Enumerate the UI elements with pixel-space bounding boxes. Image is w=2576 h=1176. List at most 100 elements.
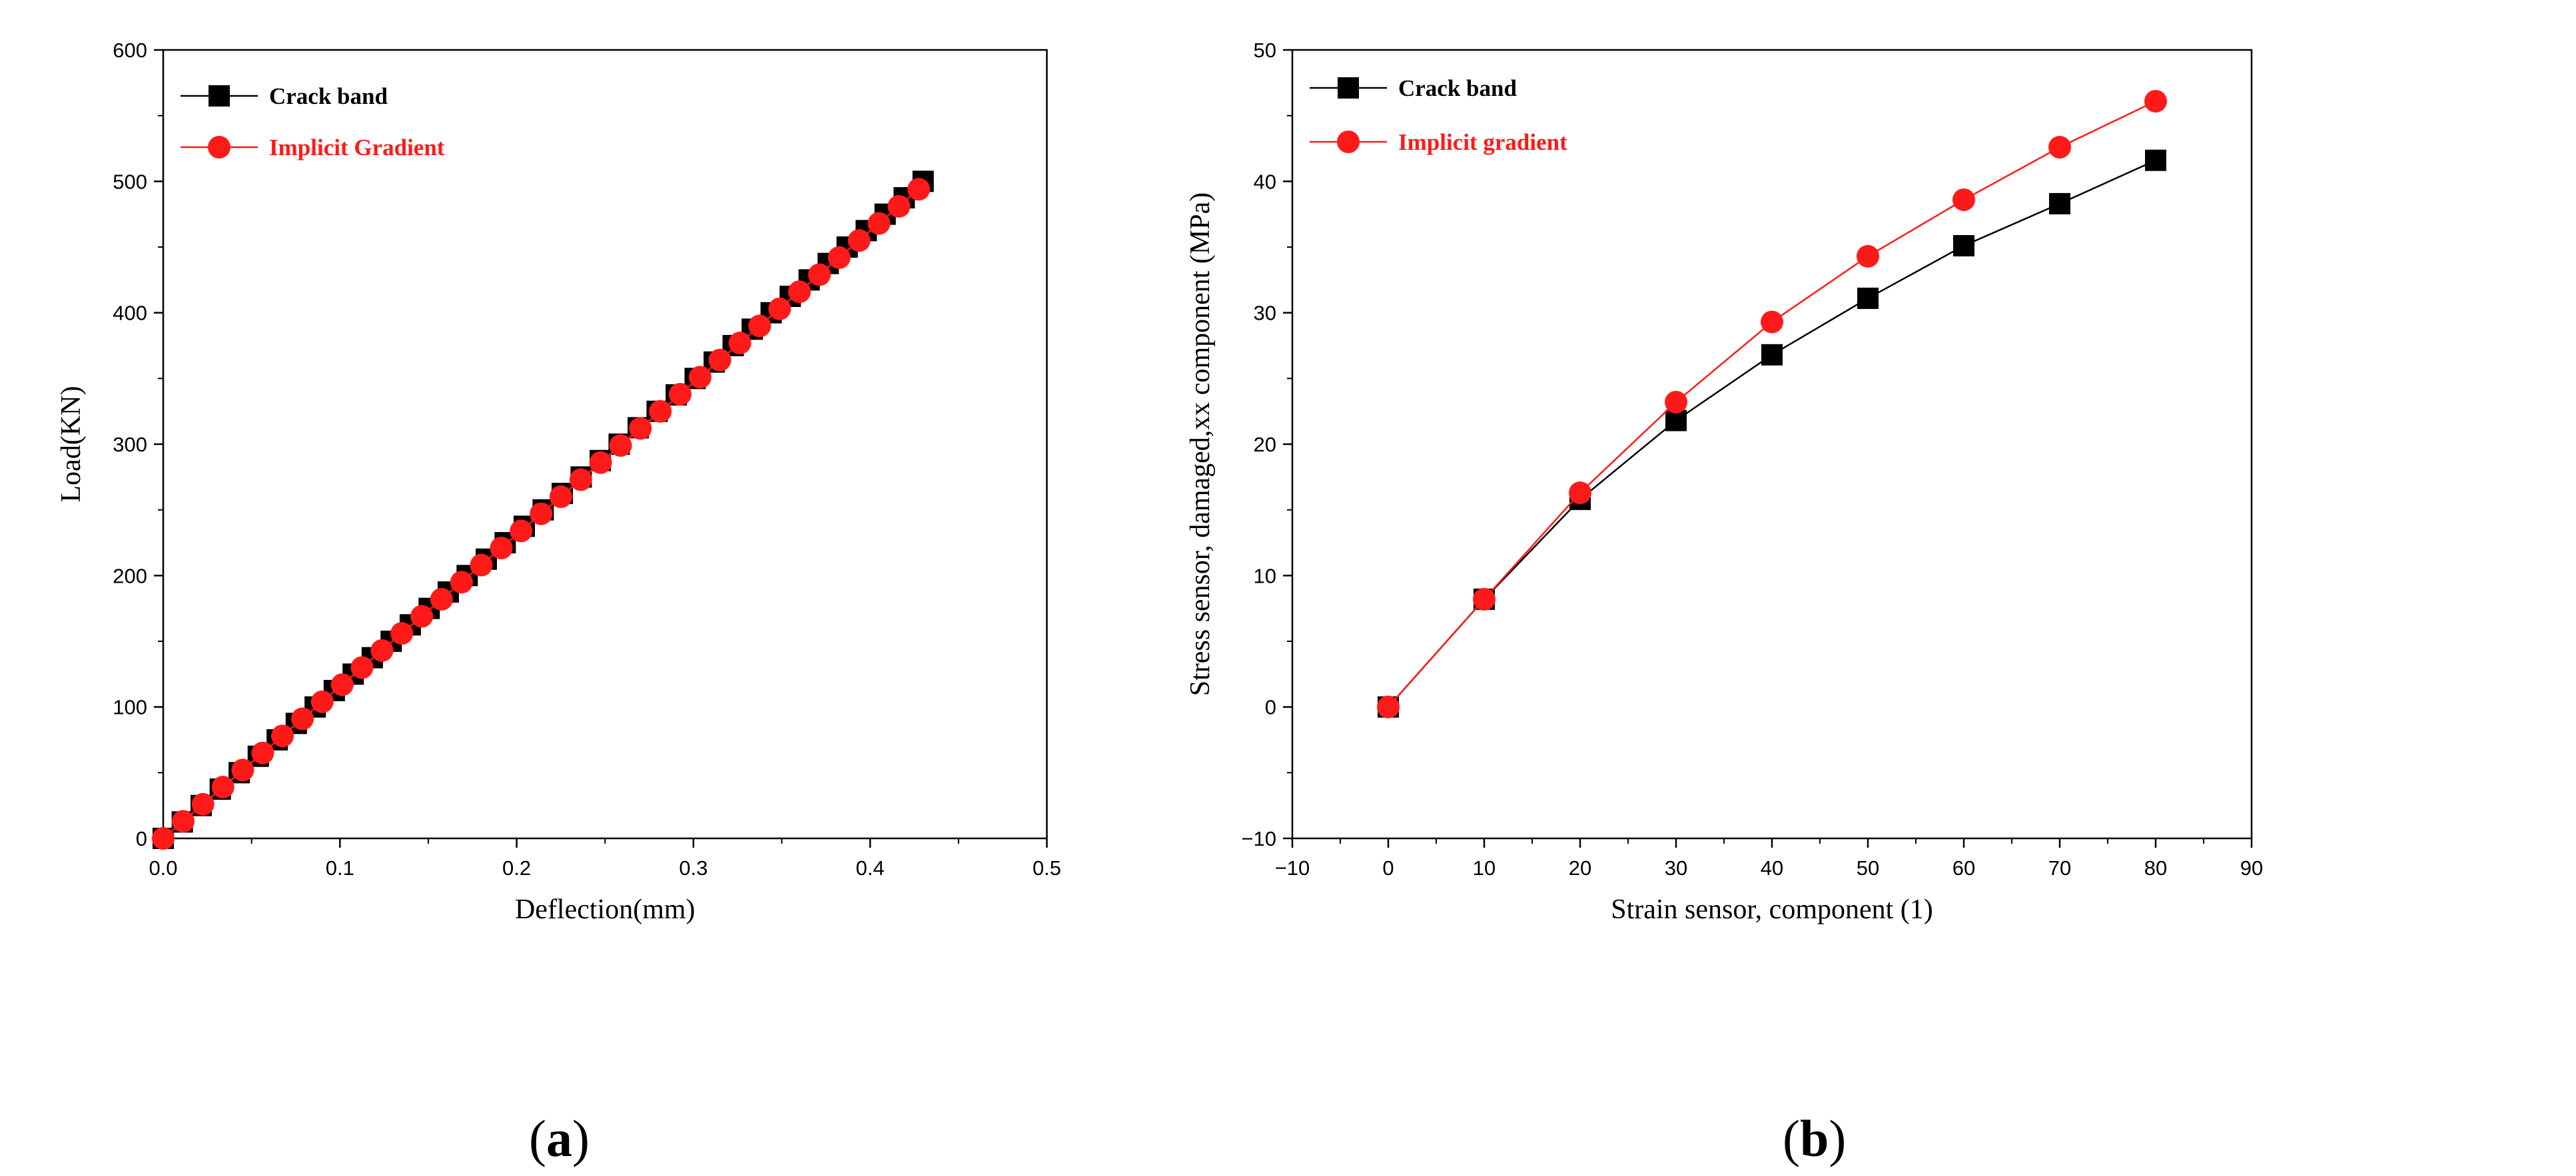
data-point-a-1 bbox=[450, 571, 473, 594]
data-point-a-1 bbox=[609, 434, 632, 457]
x-tick-label-b: −10 bbox=[1275, 856, 1310, 880]
data-point-a-1 bbox=[589, 451, 612, 474]
chart-b-frame bbox=[1291, 49, 2253, 840]
data-point-a-1 bbox=[569, 468, 592, 491]
data-point-a-1 bbox=[768, 297, 791, 320]
data-point-a-1 bbox=[310, 690, 334, 713]
data-point-a-1 bbox=[390, 622, 414, 645]
legend-label-a-0: Crack band bbox=[269, 83, 388, 109]
y-tick-label-a: 200 bbox=[113, 564, 147, 587]
y-tick-label-a: 400 bbox=[113, 302, 147, 325]
data-point-a-1 bbox=[530, 502, 553, 525]
x-axis-title-a: Deflection(mm) bbox=[515, 894, 695, 925]
data-point-a-1 bbox=[350, 656, 374, 679]
data-point-a-1 bbox=[827, 246, 851, 269]
y-axis-title-b: Stress sensor, damaged,xx component (MPa… bbox=[1185, 192, 1216, 697]
y-tick-label-b: 0 bbox=[1265, 696, 1276, 719]
panel-label-b: (b) bbox=[1783, 1109, 1847, 1167]
legend-label-b-0: Crack band bbox=[1398, 75, 1517, 101]
legend-marker-b-0 bbox=[1338, 77, 1359, 99]
legend-label-a-1: Implicit Gradient bbox=[269, 135, 445, 160]
legend-marker-a-0 bbox=[209, 85, 230, 107]
legend-marker-a-1 bbox=[208, 136, 230, 158]
y-axis-title-a: Load(KN) bbox=[56, 386, 87, 503]
x-tick-label-a: 0.0 bbox=[149, 856, 177, 880]
x-tick-label-b: 20 bbox=[1569, 856, 1591, 880]
y-tick-label-a: 500 bbox=[113, 170, 147, 193]
data-point-a-1 bbox=[728, 332, 751, 355]
x-tick-label-b: 60 bbox=[1952, 856, 1975, 880]
data-point-b-0 bbox=[2049, 192, 2070, 214]
y-tick-label-b: 10 bbox=[1254, 564, 1276, 587]
data-point-a-1 bbox=[251, 741, 274, 764]
x-tick-label-a: 0.4 bbox=[856, 856, 885, 880]
data-point-a-1 bbox=[867, 212, 891, 235]
data-point-a-1 bbox=[271, 725, 294, 748]
x-tick-label-a: 0.1 bbox=[326, 856, 354, 880]
data-point-a-1 bbox=[788, 280, 811, 304]
y-tick-label-b: 40 bbox=[1254, 170, 1276, 193]
data-point-b-0 bbox=[1761, 344, 1783, 366]
data-point-a-1 bbox=[688, 366, 711, 389]
y-tick-label-b: 30 bbox=[1254, 302, 1276, 325]
chart-a: 0.0 0.1 0.2 0.3 0.4 0.5 0 100 200 300 400 500 600 Def… bbox=[56, 39, 1061, 925]
data-point-a-1 bbox=[490, 536, 513, 559]
y-tick-label-b: −10 bbox=[1241, 827, 1276, 850]
legend-marker-b-1 bbox=[1337, 131, 1360, 153]
data-point-a-1 bbox=[410, 605, 434, 628]
data-point-a-1 bbox=[708, 348, 731, 372]
data-point-a-1 bbox=[510, 519, 533, 543]
chart-b: −10 0 10 20 30 40 50 60 70 80 90 −10 0 10 20 30 40 50 Stra… bbox=[1185, 39, 2263, 925]
x-tick-label-b: 50 bbox=[1857, 856, 1879, 880]
chart-a-body: 0.0 0.1 0.2 0.3 0.4 0.5 0 100 200 300 400 500 600 Def… bbox=[56, 39, 1061, 925]
y-tick-label-a: 0 bbox=[136, 827, 147, 850]
data-point-a-1 bbox=[152, 827, 175, 850]
data-point-a-1 bbox=[669, 383, 692, 406]
x-tick-label-b: 70 bbox=[2048, 856, 2071, 880]
x-tick-label-a: 0.2 bbox=[502, 856, 531, 880]
data-point-a-1 bbox=[211, 776, 234, 799]
data-point-a-1 bbox=[847, 229, 871, 252]
y-tick-label-b: 20 bbox=[1254, 433, 1276, 456]
x-tick-label-b: 40 bbox=[1761, 856, 1783, 880]
data-point-a-1 bbox=[549, 485, 572, 508]
y-tick-label-a: 600 bbox=[113, 39, 147, 62]
series-line-b-1 bbox=[1388, 100, 2156, 708]
data-point-a-1 bbox=[330, 673, 354, 697]
data-point-b-0 bbox=[1953, 235, 1974, 257]
y-tick-label-b: 50 bbox=[1254, 39, 1276, 62]
data-point-b-1 bbox=[1473, 587, 1496, 611]
legend-label-b-1: Implicit gradient bbox=[1398, 129, 1567, 155]
data-point-a-1 bbox=[370, 639, 394, 662]
x-tick-label-b: 90 bbox=[2240, 856, 2263, 880]
data-point-b-1 bbox=[1377, 695, 1400, 719]
data-point-b-1 bbox=[1857, 244, 1879, 268]
chart-b-body: −10 0 10 20 30 40 50 60 70 80 90 −10 0 10 20 30 40 50 Stra… bbox=[1185, 39, 2263, 925]
data-point-b-1 bbox=[2144, 89, 2167, 113]
data-point-a-1 bbox=[430, 587, 453, 611]
data-point-a-1 bbox=[470, 553, 493, 577]
data-point-b-0 bbox=[1857, 287, 1879, 309]
data-point-a-1 bbox=[191, 792, 215, 816]
data-point-b-1 bbox=[1952, 188, 1975, 211]
data-point-a-1 bbox=[291, 707, 314, 731]
x-tick-label-b: 10 bbox=[1473, 856, 1496, 880]
data-point-b-1 bbox=[1665, 390, 1687, 414]
x-tick-label-a: 0.3 bbox=[679, 856, 707, 880]
data-point-a-1 bbox=[231, 758, 254, 782]
data-point-b-1 bbox=[2048, 136, 2071, 159]
series-line-b-0 bbox=[1388, 159, 2156, 708]
y-tick-label-a: 300 bbox=[113, 433, 147, 456]
x-tick-label-a: 0.5 bbox=[1033, 856, 1061, 880]
data-point-a-1 bbox=[907, 178, 931, 201]
data-point-a-1 bbox=[629, 417, 652, 440]
data-point-a-1 bbox=[748, 314, 771, 338]
data-point-a-1 bbox=[808, 263, 831, 286]
x-tick-label-b: 30 bbox=[1665, 856, 1687, 880]
x-tick-label-b: 80 bbox=[2144, 856, 2167, 880]
x-axis-title-b: Strain sensor, component (1) bbox=[1611, 894, 1933, 925]
data-point-a-1 bbox=[171, 810, 195, 833]
data-point-a-1 bbox=[649, 400, 672, 423]
y-tick-label-a: 100 bbox=[113, 696, 147, 719]
